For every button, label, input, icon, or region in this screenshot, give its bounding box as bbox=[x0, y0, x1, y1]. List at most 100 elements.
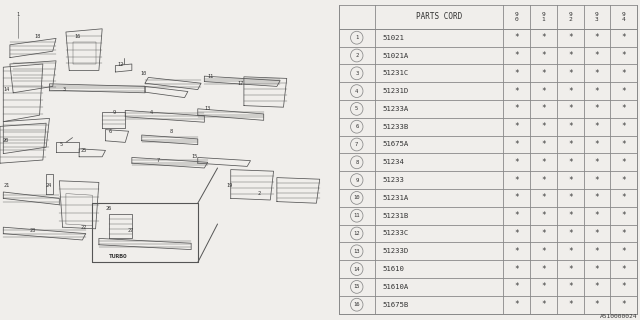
Text: *: * bbox=[568, 33, 572, 42]
Text: *: * bbox=[541, 229, 546, 238]
Text: *: * bbox=[621, 265, 626, 274]
Text: 3: 3 bbox=[355, 71, 358, 76]
Text: 12: 12 bbox=[353, 231, 360, 236]
Text: *: * bbox=[595, 69, 599, 78]
Text: 21: 21 bbox=[3, 183, 10, 188]
Text: *: * bbox=[541, 33, 546, 42]
Text: *: * bbox=[621, 140, 626, 149]
Text: 10: 10 bbox=[353, 196, 360, 200]
Text: 3: 3 bbox=[63, 87, 66, 92]
Text: *: * bbox=[595, 300, 599, 309]
Text: *: * bbox=[621, 282, 626, 292]
Text: *: * bbox=[568, 158, 572, 167]
Text: 11: 11 bbox=[208, 74, 214, 79]
Text: 1: 1 bbox=[355, 35, 358, 40]
Text: *: * bbox=[515, 265, 519, 274]
Text: *: * bbox=[541, 51, 546, 60]
Text: *: * bbox=[541, 193, 546, 202]
Text: *: * bbox=[568, 69, 572, 78]
Text: 14: 14 bbox=[353, 267, 360, 272]
Text: 51231A: 51231A bbox=[382, 195, 408, 201]
Text: 4: 4 bbox=[355, 89, 358, 93]
Text: *: * bbox=[515, 300, 519, 309]
Text: *: * bbox=[621, 51, 626, 60]
Text: 15: 15 bbox=[191, 154, 198, 159]
Text: *: * bbox=[515, 282, 519, 292]
Text: *: * bbox=[515, 140, 519, 149]
Text: *: * bbox=[541, 104, 546, 113]
Text: *: * bbox=[568, 122, 572, 131]
Text: *: * bbox=[621, 33, 626, 42]
Text: *: * bbox=[621, 104, 626, 113]
Text: 27: 27 bbox=[127, 228, 133, 233]
Text: 8: 8 bbox=[170, 129, 173, 134]
Text: *: * bbox=[541, 300, 546, 309]
Text: 8: 8 bbox=[355, 160, 358, 165]
Text: *: * bbox=[621, 247, 626, 256]
Text: 16: 16 bbox=[353, 302, 360, 307]
Text: 51233A: 51233A bbox=[382, 106, 408, 112]
Text: 24: 24 bbox=[45, 183, 52, 188]
Text: 15: 15 bbox=[353, 284, 360, 289]
Text: 9: 9 bbox=[355, 178, 358, 183]
Text: *: * bbox=[568, 229, 572, 238]
Text: *: * bbox=[541, 247, 546, 256]
Text: *: * bbox=[621, 193, 626, 202]
Text: 51233C: 51233C bbox=[382, 230, 408, 236]
Text: *: * bbox=[515, 229, 519, 238]
Text: 6: 6 bbox=[109, 129, 112, 134]
Text: *: * bbox=[595, 247, 599, 256]
Text: *: * bbox=[595, 158, 599, 167]
Text: 6: 6 bbox=[355, 124, 358, 129]
Text: 14: 14 bbox=[3, 87, 10, 92]
Text: 5: 5 bbox=[355, 106, 358, 111]
Text: *: * bbox=[621, 122, 626, 131]
Text: 51233: 51233 bbox=[382, 177, 404, 183]
Text: 19: 19 bbox=[226, 183, 232, 188]
Text: 51021A: 51021A bbox=[382, 52, 408, 59]
Text: 51675B: 51675B bbox=[382, 302, 408, 308]
Text: 7: 7 bbox=[157, 157, 160, 163]
Text: *: * bbox=[541, 69, 546, 78]
Text: *: * bbox=[568, 87, 572, 96]
Text: 9
2: 9 2 bbox=[568, 12, 572, 22]
Text: 9
4: 9 4 bbox=[621, 12, 625, 22]
Text: 2: 2 bbox=[355, 53, 358, 58]
Text: *: * bbox=[568, 282, 572, 292]
Text: *: * bbox=[515, 176, 519, 185]
Text: 13: 13 bbox=[205, 106, 211, 111]
Text: 51231D: 51231D bbox=[382, 88, 408, 94]
Text: 51675A: 51675A bbox=[382, 141, 408, 148]
Text: *: * bbox=[621, 158, 626, 167]
Text: *: * bbox=[515, 87, 519, 96]
Text: *: * bbox=[541, 158, 546, 167]
Text: *: * bbox=[595, 104, 599, 113]
Text: *: * bbox=[568, 193, 572, 202]
Text: *: * bbox=[595, 265, 599, 274]
Text: *: * bbox=[568, 51, 572, 60]
Text: *: * bbox=[568, 104, 572, 113]
Text: 5: 5 bbox=[60, 141, 63, 147]
Text: 51021: 51021 bbox=[382, 35, 404, 41]
Text: TURBO: TURBO bbox=[109, 254, 127, 259]
Text: 51231C: 51231C bbox=[382, 70, 408, 76]
Text: *: * bbox=[568, 211, 572, 220]
Text: *: * bbox=[568, 247, 572, 256]
Text: *: * bbox=[595, 282, 599, 292]
Text: *: * bbox=[541, 265, 546, 274]
Text: 51233B: 51233B bbox=[382, 124, 408, 130]
Text: 7: 7 bbox=[355, 142, 358, 147]
Text: *: * bbox=[568, 176, 572, 185]
Text: 4: 4 bbox=[150, 109, 153, 115]
Text: *: * bbox=[595, 122, 599, 131]
Text: *: * bbox=[621, 211, 626, 220]
Text: 25: 25 bbox=[81, 148, 87, 153]
Text: *: * bbox=[541, 140, 546, 149]
Text: *: * bbox=[595, 140, 599, 149]
Text: 1: 1 bbox=[17, 12, 20, 17]
Text: *: * bbox=[595, 33, 599, 42]
Text: *: * bbox=[595, 87, 599, 96]
Text: 20: 20 bbox=[3, 138, 9, 143]
Text: 11: 11 bbox=[353, 213, 360, 218]
Text: 12: 12 bbox=[117, 61, 124, 67]
